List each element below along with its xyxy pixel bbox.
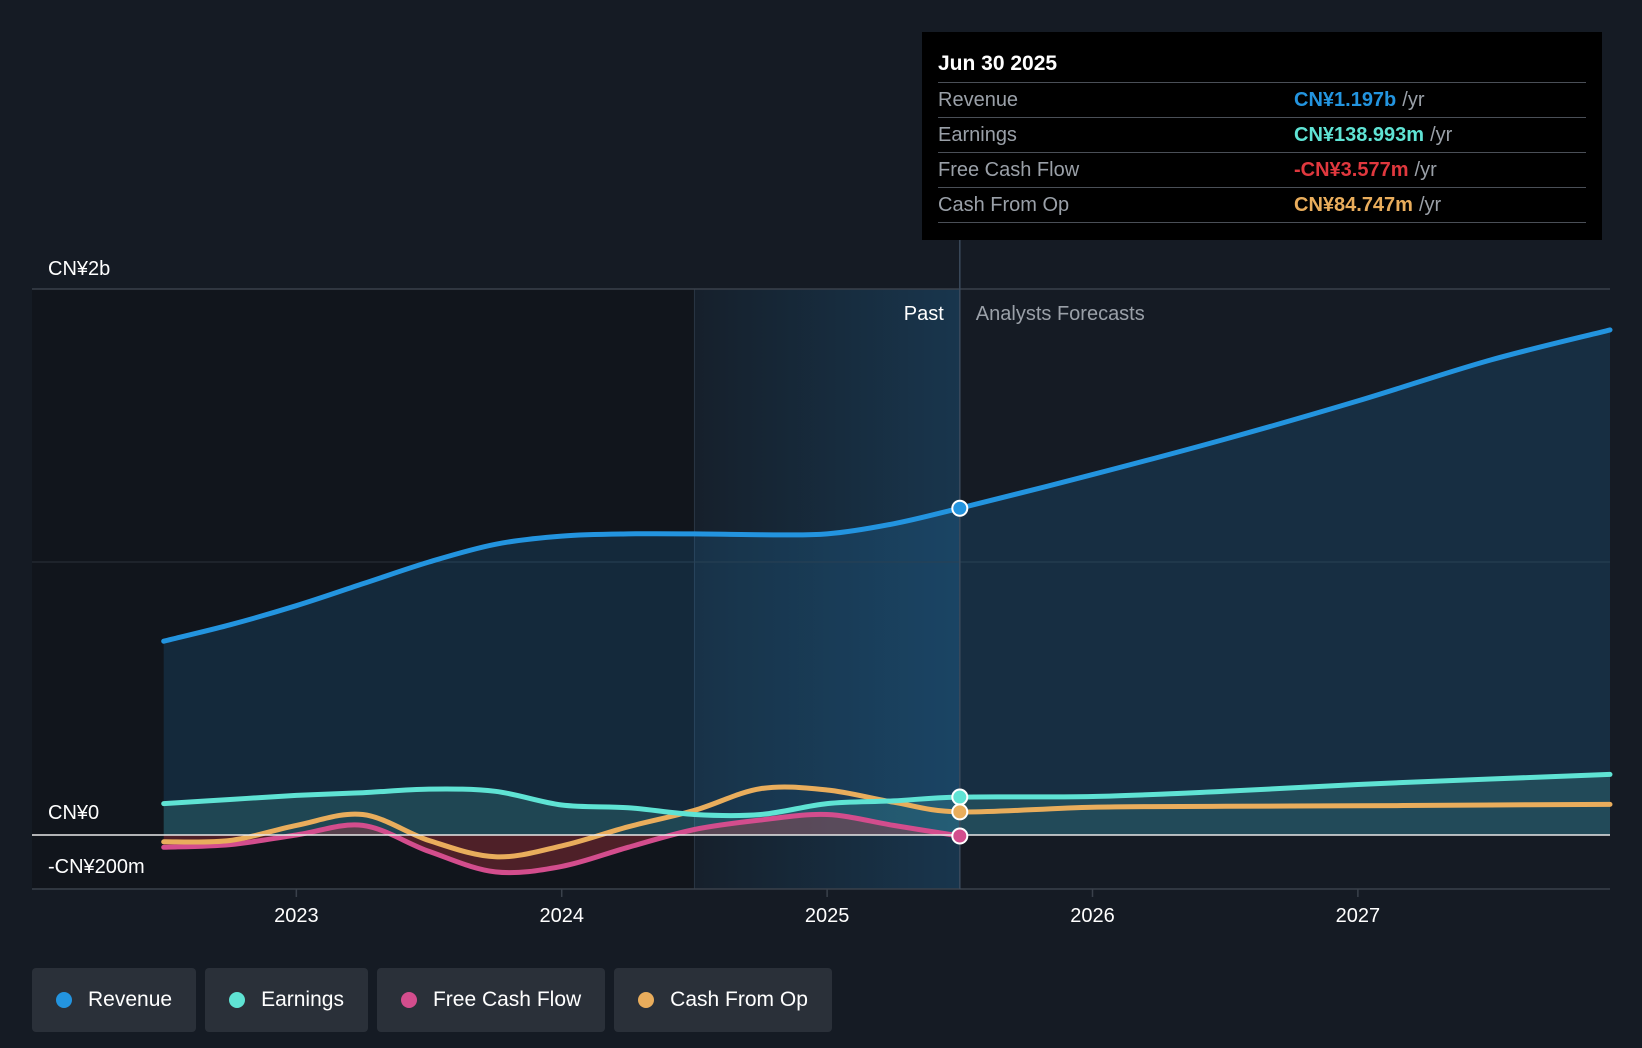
legend-item-cash-from-op[interactable]: Cash From Op xyxy=(614,968,832,1032)
tooltip-unit: /yr xyxy=(1402,89,1425,111)
earnings-dot-icon xyxy=(229,992,246,1008)
past-region-bg xyxy=(32,289,695,889)
tooltip-row-cash-from-op: Cash From Op CN¥84.747m /yr xyxy=(938,187,1586,223)
legend: Revenue Earnings Free Cash Flow Cash Fro… xyxy=(32,968,832,1032)
legend-label: Cash From Op xyxy=(670,988,808,1011)
tooltip-value: CN¥138.993m xyxy=(1294,124,1425,146)
y-tick-label: CN¥2b xyxy=(48,258,110,280)
past-label: Past xyxy=(904,303,944,325)
tooltip-label: Earnings xyxy=(938,124,1017,146)
legend-label: Revenue xyxy=(88,988,173,1011)
revenue-area xyxy=(163,329,1611,835)
legend-item-earnings[interactable]: Earnings xyxy=(205,968,368,1032)
tooltip-row-revenue: Revenue CN¥1.197b /yr xyxy=(938,82,1586,117)
tooltip-row-earnings: Earnings CN¥138.993m /yr xyxy=(938,117,1586,152)
tooltip-date: Jun 30 2025 xyxy=(938,52,1058,75)
forecast-label: Analysts Forecasts xyxy=(976,303,1145,325)
tooltip-row-free-cash-flow: Free Cash Flow -CN¥3.577m /yr xyxy=(938,152,1586,187)
x-tick-label: 2025 xyxy=(805,905,850,927)
tooltip-value: -CN¥3.577m xyxy=(1294,159,1409,181)
tooltip: Jun 30 2025 Revenue CN¥1.197b /yr Earnin… xyxy=(922,32,1602,240)
legend-item-free-cash-flow[interactable]: Free Cash Flow xyxy=(376,968,606,1032)
revenue-dot-icon xyxy=(56,992,72,1008)
earnings-highlight-point xyxy=(951,788,969,806)
x-tick-label: 2026 xyxy=(1070,905,1115,927)
cash-from-op-line xyxy=(161,784,1613,860)
x-tick-label: 2027 xyxy=(1336,905,1381,927)
x-tick-label: 2023 xyxy=(274,905,319,927)
legend-label: Earnings xyxy=(261,988,344,1011)
tooltip-unit: /yr xyxy=(1414,159,1437,181)
tooltip-unit: /yr xyxy=(1418,194,1442,216)
tooltip-label: Free Cash Flow xyxy=(938,159,1080,181)
tooltip-label: Cash From Op xyxy=(938,194,1070,216)
cash-from-op-highlight-point xyxy=(951,803,969,821)
earnings-line xyxy=(161,771,1613,819)
revenue-line xyxy=(161,327,1613,644)
revenue-highlight-point xyxy=(951,499,969,517)
cash-from-op-dot-icon xyxy=(638,992,655,1008)
free-cash-flow-highlight-point xyxy=(951,827,969,845)
tooltip-value: CN¥1.197b xyxy=(1294,89,1397,111)
free-cash-flow-dot-icon xyxy=(400,992,417,1008)
tooltip-unit: /yr xyxy=(1430,124,1453,146)
tooltip-label: Revenue xyxy=(938,89,1019,111)
y-tick-label: CN¥0 xyxy=(48,802,99,824)
legend-item-revenue[interactable]: Revenue xyxy=(32,968,197,1032)
earnings-area xyxy=(163,774,1611,835)
legend-label: Free Cash Flow xyxy=(432,988,582,1011)
tooltip-value: CN¥84.747m xyxy=(1294,194,1413,216)
y-tick-label: -CN¥200m xyxy=(48,856,145,878)
x-tick-label: 2024 xyxy=(539,905,584,927)
